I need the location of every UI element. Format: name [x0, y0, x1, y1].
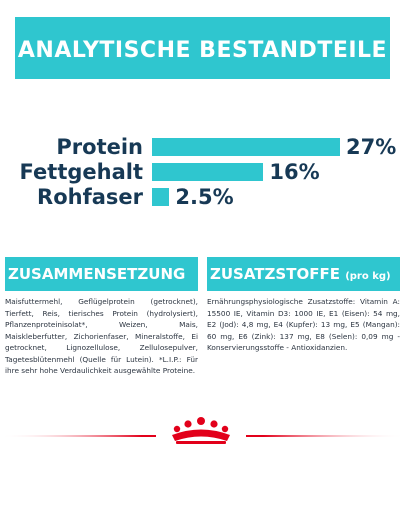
chart-category-label: Fettgehalt [19, 160, 143, 184]
chart-row: Fettgehalt 16% [0, 157, 405, 187]
chart-row: Rohfaser 2.5% [0, 182, 405, 212]
chart-category-label: Rohfaser [37, 185, 143, 209]
chart-bar [152, 138, 340, 156]
chart-bar [152, 188, 170, 206]
composition-text-block: Maisfuttermehl, Geflügelprotein (getrock… [5, 296, 198, 377]
additives-header: ZUSATZSTOFFE (pro kg) [207, 257, 400, 291]
composition-header: ZUSAMMENSETZUNG [5, 257, 198, 291]
additives-text: Ernährungsphysiologische Zusatzstoffe: V… [207, 297, 400, 352]
royal-canin-crown-icon [156, 412, 246, 448]
chart-value-label: 2.5% [175, 185, 234, 209]
chart-category-label: Protein [56, 135, 143, 159]
section-title-analytical: ANALYTISCHE BESTANDTEILE [17, 38, 388, 63]
header-banner [15, 17, 390, 79]
chart-value-label: 27% [346, 135, 397, 159]
chart-row: Protein 27% [0, 132, 405, 162]
composition-text: Maisfuttermehl, Geflügelprotein (getrock… [5, 297, 198, 375]
composition-title: ZUSAMMENSETZUNG [8, 265, 186, 283]
additives-title: ZUSATZSTOFFE [210, 265, 340, 283]
additives-title-wrap: ZUSATZSTOFFE (pro kg) [207, 257, 400, 294]
chart-bar [152, 163, 264, 181]
additives-text-block: Ernährungsphysiologische Zusatzstoffe: V… [207, 296, 400, 354]
additives-title-suffix: (pro kg) [345, 271, 391, 282]
chart-value-label: 16% [269, 160, 320, 184]
